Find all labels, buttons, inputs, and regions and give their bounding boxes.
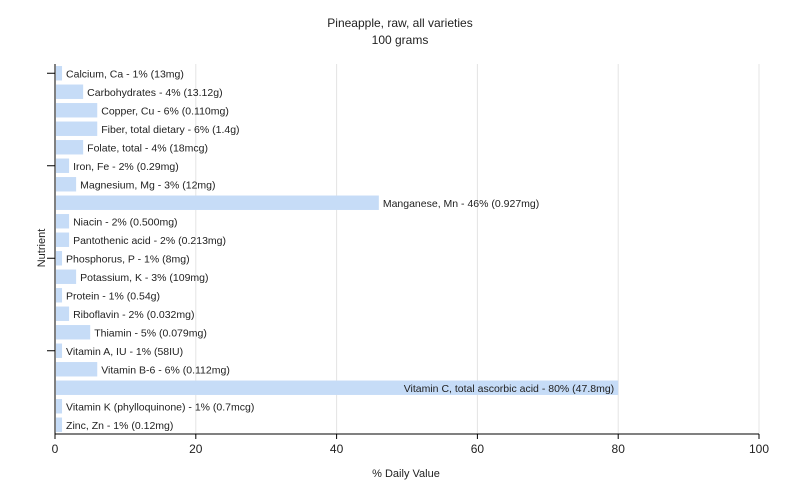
x-tick-label: 60 (471, 442, 485, 456)
bar-label: Copper, Cu - 6% (0.110mg) (101, 105, 229, 117)
x-tick-label: 0 (52, 442, 59, 456)
bar (56, 399, 63, 414)
bar (56, 380, 619, 395)
bar (56, 417, 63, 432)
bar-label: Vitamin B-6 - 6% (0.112mg) (101, 364, 230, 376)
x-tick-label: 80 (612, 442, 626, 456)
bars: Calcium, Ca - 1% (13mg) Carbohydrates - 4… (56, 66, 619, 432)
x-tick-label: 20 (189, 442, 203, 456)
bar-label: Folate, total - 4% (18mcg) (87, 142, 208, 154)
bar (56, 140, 84, 155)
bar-label: Protein - 1% (0.54g) (66, 290, 160, 302)
bar (56, 251, 63, 266)
bar-label: Pantothenic acid - 2% (0.213mg) (73, 235, 226, 247)
bar-label: Calcium, Ca - 1% (13mg) (66, 68, 184, 80)
x-tick-labels: 0 20 40 60 80 100 (52, 442, 770, 456)
bar-label: Iron, Fe - 2% (0.29mg) (73, 161, 179, 173)
bar-label: Zinc, Zn - 1% (0.12mg) (66, 420, 173, 432)
bar-label: Vitamin C, total ascorbic acid - 80% (47… (404, 383, 614, 395)
bar-label: Vitamin K (phylloquinone) - 1% (0.7mcg) (66, 401, 254, 413)
chart-subtitle: 100 grams (372, 33, 429, 47)
bar (56, 232, 70, 247)
bar-label: Fiber, total dietary - 6% (1.4g) (101, 124, 239, 136)
bar-label: Thiamin - 5% (0.079mg) (94, 327, 207, 339)
x-tick-label: 40 (330, 442, 344, 456)
bar-label: Carbohydrates - 4% (13.12g) (87, 87, 222, 99)
bar-label: Vitamin A, IU - 1% (58IU) (66, 346, 183, 358)
bar-label: Riboflavin - 2% (0.032mg) (73, 309, 194, 321)
bar (56, 306, 70, 321)
bar (56, 343, 63, 358)
bar (56, 66, 63, 81)
bar-label: Magnesium, Mg - 3% (12mg) (80, 179, 215, 191)
bar (56, 103, 98, 118)
bar-label: Potassium, K - 3% (109mg) (80, 272, 208, 284)
chart-title: Pineapple, raw, all varieties (327, 16, 472, 30)
y-axis-title: Nutrient (36, 229, 48, 268)
bar (56, 325, 91, 340)
bar (56, 84, 84, 99)
bar (56, 177, 77, 192)
bar (56, 214, 70, 229)
x-axis-title: % Daily Value (372, 468, 440, 480)
bar-label: Manganese, Mn - 46% (0.927mg) (383, 198, 539, 210)
bar (56, 158, 70, 173)
bar (56, 362, 98, 377)
bar (56, 269, 77, 284)
x-tick-label: 100 (749, 442, 769, 456)
grid-lines (195, 64, 760, 434)
bar (56, 121, 98, 136)
bar-label: Phosphorus, P - 1% (8mg) (66, 253, 190, 265)
bar (56, 288, 63, 303)
bar-label: Niacin - 2% (0.500mg) (73, 216, 177, 228)
axes (47, 64, 760, 439)
bar (56, 195, 379, 210)
